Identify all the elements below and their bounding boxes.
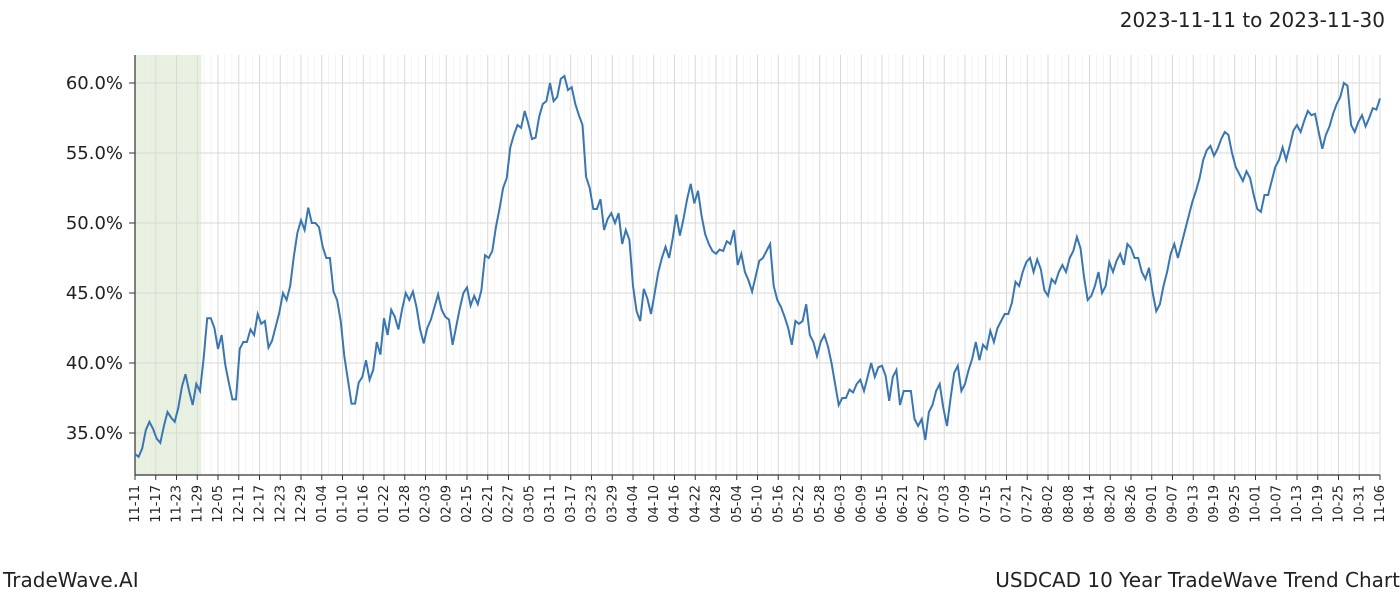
x-tick-label: 10-07 — [1269, 485, 1284, 523]
x-tick-label: 08-20 — [1103, 485, 1118, 523]
footer-brand: TradeWave.AI — [3, 568, 139, 592]
x-tick-label: 12-23 — [273, 485, 288, 523]
x-tick-label: 08-26 — [1124, 485, 1139, 523]
x-tick-label: 06-09 — [854, 485, 869, 523]
y-tick-label: 55.0% — [66, 143, 123, 164]
y-tick-label: 50.0% — [66, 213, 123, 234]
x-tick-label: 05-22 — [792, 485, 807, 523]
x-tick-label: 05-04 — [730, 485, 745, 523]
x-tick-label: 03-11 — [543, 485, 558, 523]
x-tick-label: 01-22 — [377, 485, 392, 523]
x-tick-label: 07-21 — [1000, 485, 1015, 523]
x-tick-label: 12-11 — [232, 485, 247, 523]
x-tick-label: 08-14 — [1083, 485, 1098, 523]
x-tick-label: 04-04 — [626, 485, 641, 523]
x-tick-label: 10-19 — [1311, 485, 1326, 523]
x-tick-label: 02-27 — [502, 485, 517, 523]
x-tick-label: 03-17 — [564, 485, 579, 523]
x-tick-label: 06-21 — [896, 485, 911, 523]
x-tick-label: 07-09 — [958, 485, 973, 523]
x-tick-label: 06-27 — [917, 485, 932, 523]
trend-chart: 35.0% 40.0% 45.0% 50.0% 55.0% 60.0% 11-11 11-17… — [0, 0, 1400, 600]
x-tick-label: 04-10 — [647, 485, 662, 523]
x-tick-label: 03-23 — [585, 485, 600, 523]
x-tick-label: 10-01 — [1249, 485, 1264, 523]
x-tick-label: 09-25 — [1228, 485, 1243, 523]
x-tick-label: 06-03 — [834, 485, 849, 523]
x-tick-label: 09-01 — [1145, 485, 1160, 523]
x-tick-label: 10-13 — [1290, 485, 1305, 523]
x-tick-label: 01-16 — [356, 485, 371, 523]
x-tick-label: 11-23 — [170, 485, 185, 523]
x-tick-label: 09-07 — [1166, 485, 1181, 523]
x-tick-label: 07-27 — [1020, 485, 1035, 523]
x-tick-label: 11-06 — [1373, 485, 1388, 523]
y-tick-label: 45.0% — [66, 283, 123, 304]
x-tick-label: 02-09 — [439, 485, 454, 523]
x-tick-label: 01-10 — [336, 485, 351, 523]
x-tick-label: 05-10 — [751, 485, 766, 523]
x-tick-label: 02-15 — [460, 485, 475, 523]
x-tick-label: 08-08 — [1062, 485, 1077, 523]
x-tick-label: 05-16 — [771, 485, 786, 523]
y-tick-label: 40.0% — [66, 353, 123, 374]
x-tick-label: 11-29 — [190, 485, 205, 523]
x-tick-label: 03-29 — [605, 485, 620, 523]
footer-chart-title: USDCAD 10 Year TradeWave Trend Chart — [995, 568, 1400, 592]
x-tick-label: 01-04 — [315, 485, 330, 523]
x-tick-label: 07-15 — [979, 485, 994, 523]
x-tick-label: 04-22 — [688, 485, 703, 523]
x-tick-label: 02-03 — [419, 485, 434, 523]
x-tick-label: 09-19 — [1207, 485, 1222, 523]
x-tick-label: 12-29 — [294, 485, 309, 523]
x-tick-label: 09-13 — [1186, 485, 1201, 523]
x-tick-label: 03-05 — [522, 485, 537, 523]
x-tick-label: 11-11 — [128, 485, 143, 523]
x-tick-label: 12-05 — [211, 485, 226, 523]
y-tick-label: 35.0% — [66, 423, 123, 444]
x-tick-label: 10-25 — [1332, 485, 1347, 523]
x-tick-label: 08-02 — [1041, 485, 1056, 523]
x-tick-label: 12-17 — [253, 485, 268, 523]
x-tick-label: 04-16 — [668, 485, 683, 523]
x-tick-label: 07-03 — [937, 485, 952, 523]
x-tick-label: 11-17 — [149, 485, 164, 523]
x-tick-label: 02-21 — [481, 485, 496, 523]
x-tick-label: 10-31 — [1352, 485, 1367, 523]
x-tick-label: 05-28 — [813, 485, 828, 523]
x-tick-label: 06-15 — [875, 485, 890, 523]
x-tick-label: 04-28 — [709, 485, 724, 523]
x-tick-label: 01-28 — [398, 485, 413, 523]
y-tick-label: 60.0% — [66, 73, 123, 94]
